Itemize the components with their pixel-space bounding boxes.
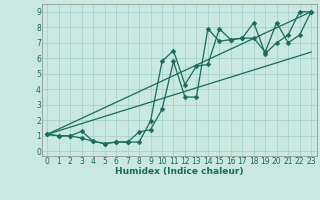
X-axis label: Humidex (Indice chaleur): Humidex (Indice chaleur): [115, 167, 244, 176]
